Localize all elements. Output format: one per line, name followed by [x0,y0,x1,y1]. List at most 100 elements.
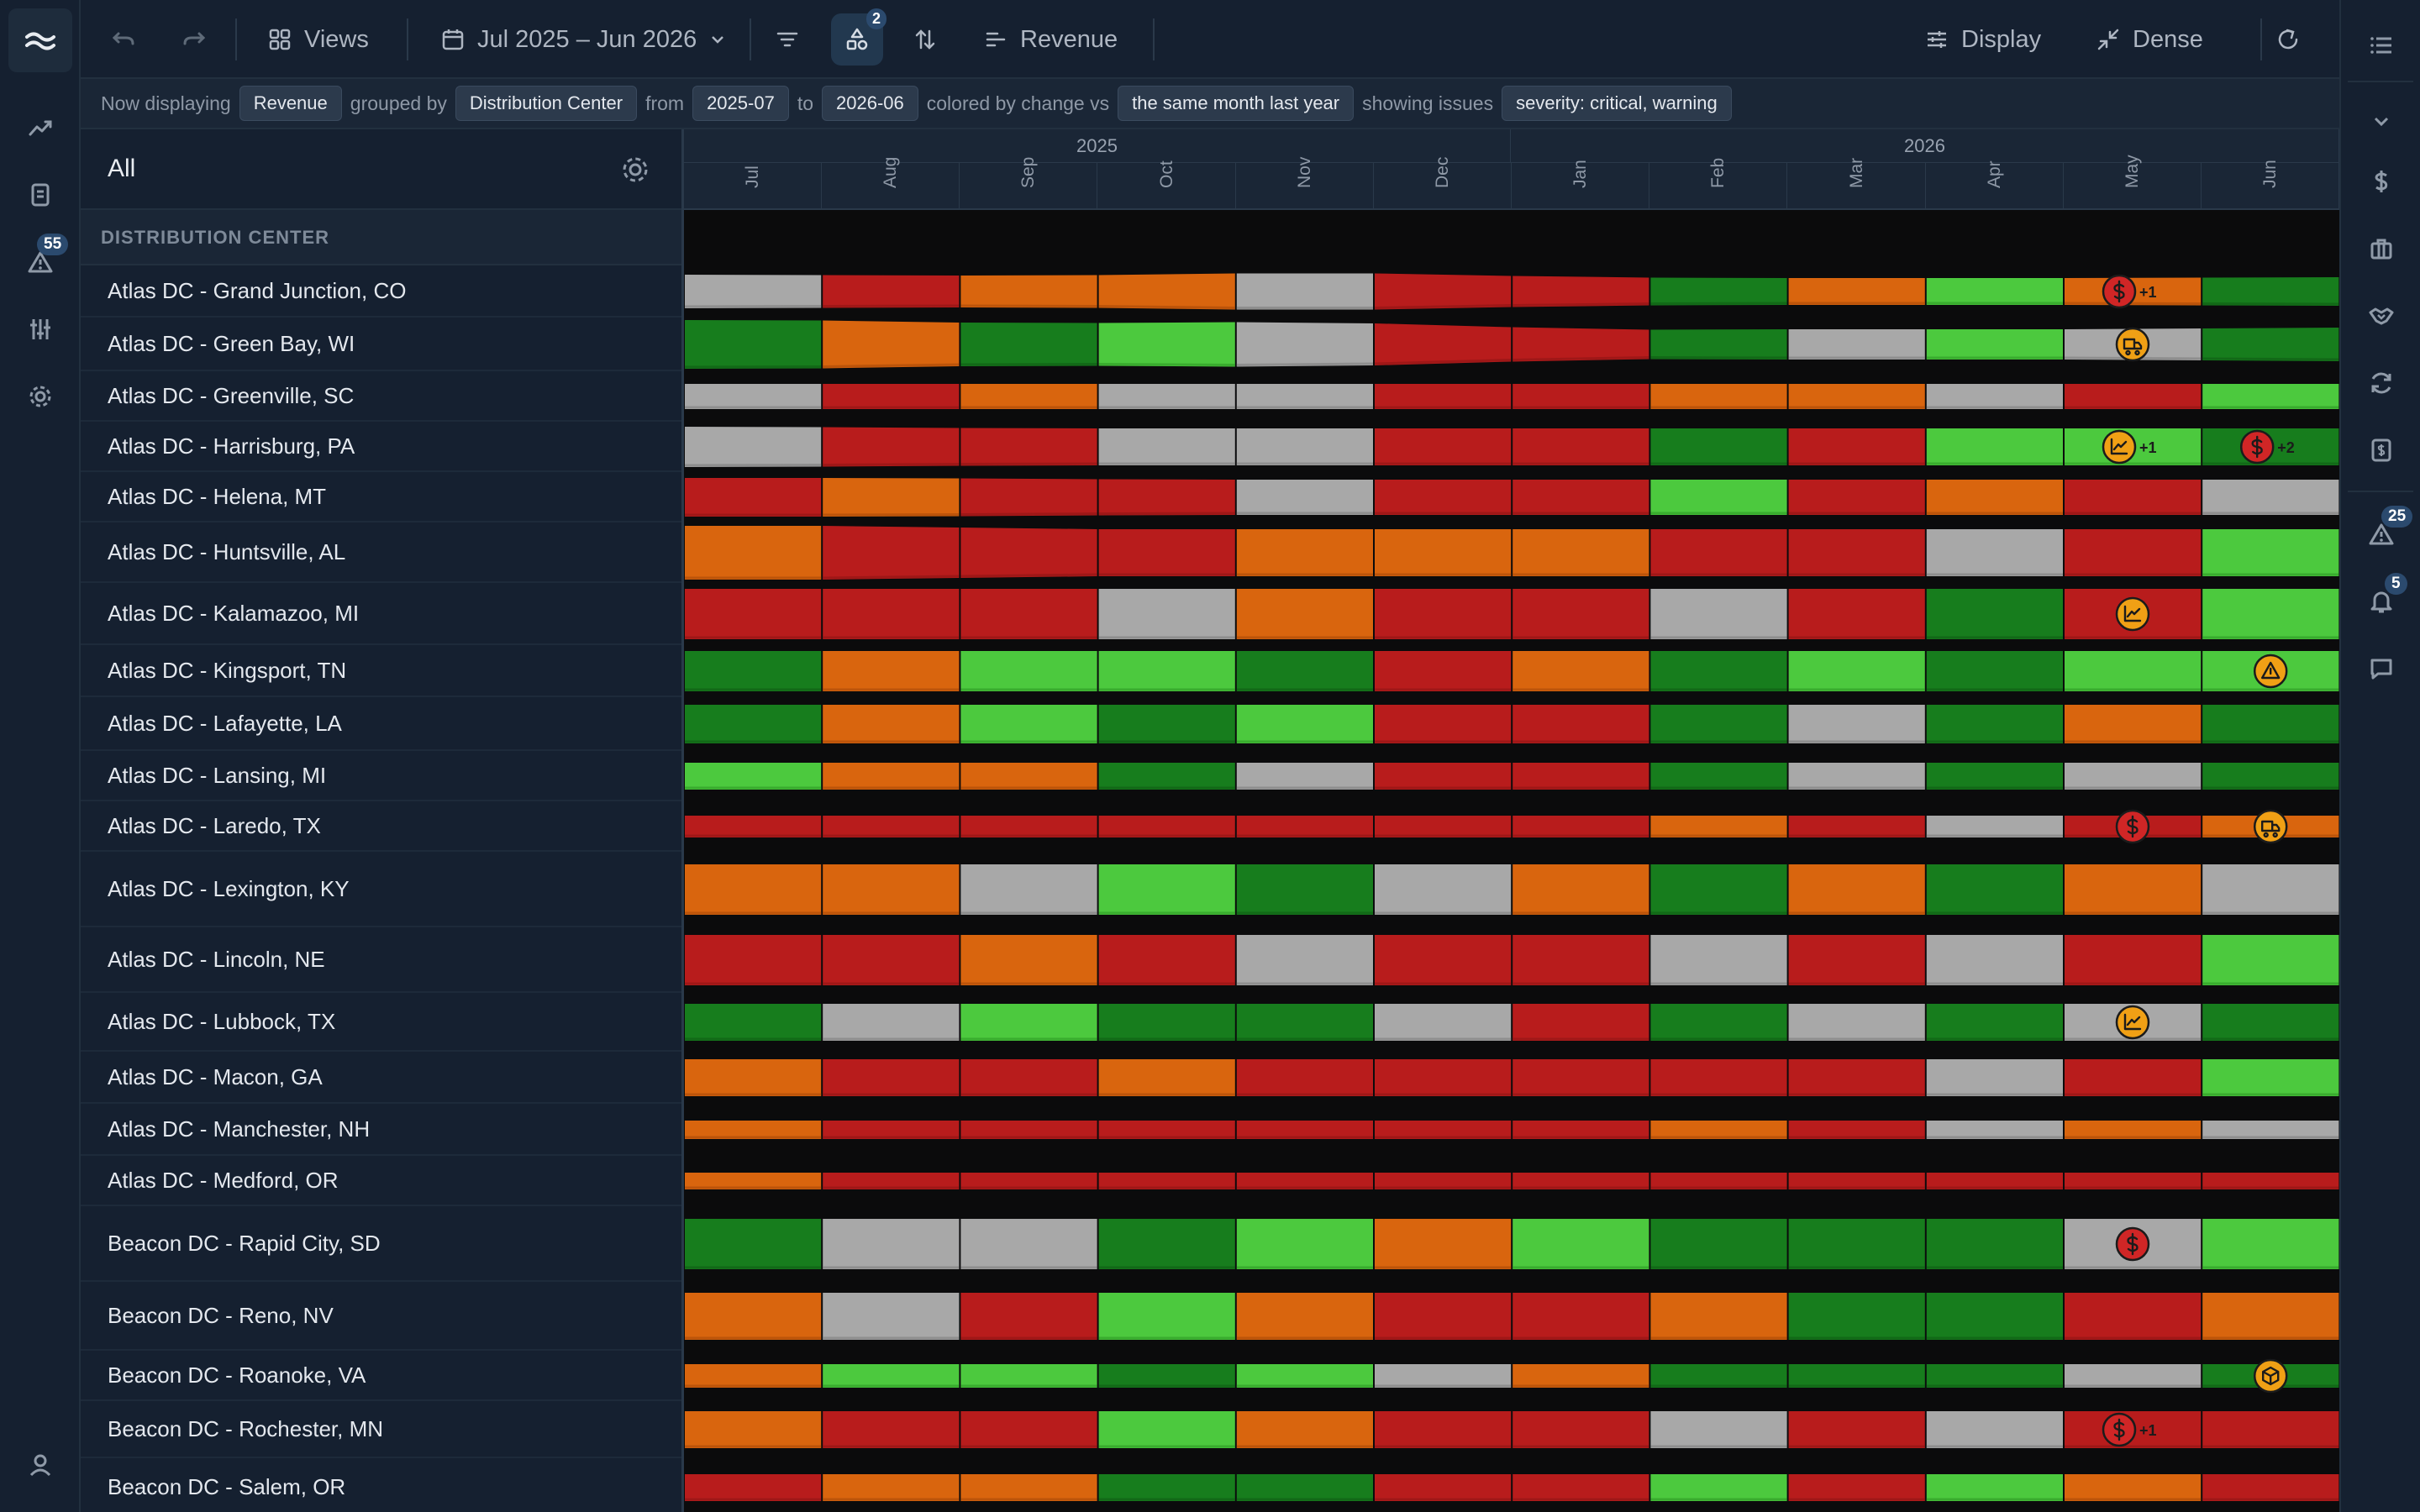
band-segment[interactable] [1512,327,1649,362]
band-segment[interactable] [1098,1173,1235,1189]
band-segment[interactable] [960,1173,1097,1189]
band-segment[interactable] [1236,1059,1373,1096]
band-segment[interactable] [1375,1121,1512,1139]
band-segment[interactable] [685,1219,822,1269]
document-icon[interactable] [15,170,66,220]
band-segment[interactable] [823,589,960,639]
band-segment[interactable] [1788,1411,1925,1448]
band-segment[interactable] [2202,1474,2339,1501]
band-segment[interactable] [1788,428,1925,465]
filter-button[interactable] [775,0,800,79]
band-segment[interactable] [1375,935,1512,985]
band-segment[interactable] [1926,278,2063,305]
band-segment[interactable] [685,1004,822,1041]
band-segment[interactable] [1788,384,1925,409]
band-segment[interactable] [823,1293,960,1340]
band-segment[interactable] [1375,1474,1512,1501]
row-label[interactable]: Atlas DC - Kingsport, TN [81,645,681,697]
band-segment[interactable] [1512,529,1649,576]
row-label[interactable]: Beacon DC - Salem, OR [81,1458,681,1512]
band-segment[interactable] [1375,1411,1512,1448]
band-segment[interactable] [1098,479,1235,516]
band-segment[interactable] [1926,529,2063,576]
comparison-chip[interactable]: the same month last year [1118,86,1355,121]
band-segment[interactable] [1788,1173,1925,1189]
band-segment[interactable] [1236,480,1373,515]
band-segment[interactable] [685,478,822,517]
band-segment[interactable] [960,478,1097,517]
band-segment[interactable] [1926,384,2063,409]
band-segment[interactable] [1926,428,2063,465]
views-button[interactable]: Views [267,0,369,79]
issue-marker[interactable] [2115,327,2150,362]
band-segment[interactable] [1926,763,2063,790]
band-segment[interactable] [1926,589,2063,639]
band-segment[interactable] [1375,384,1512,409]
band-segment[interactable] [1788,1293,1925,1340]
band-segment[interactable] [1375,529,1512,576]
band-segment[interactable] [1512,480,1649,515]
briefcase-icon[interactable] [2356,223,2407,274]
band-segment[interactable] [823,935,960,985]
band-segment[interactable] [823,427,960,467]
band-segment[interactable] [823,763,960,790]
band-segment[interactable] [1375,1364,1512,1388]
band-segment[interactable] [2202,589,2339,639]
band-segment[interactable] [2065,705,2202,743]
band-segment[interactable] [1926,1411,2063,1448]
band-segment[interactable] [823,1004,960,1041]
band-segment[interactable] [960,935,1097,985]
band-segment[interactable] [1512,1059,1649,1096]
band-segment[interactable] [1098,705,1235,743]
band-segment[interactable] [823,275,960,308]
band-segment[interactable] [1375,1219,1512,1269]
band-segment[interactable] [1375,763,1512,790]
refresh-button[interactable] [2275,0,2301,79]
band-segment[interactable] [1512,1004,1649,1041]
band-segment[interactable] [2065,529,2202,576]
band-segment[interactable] [1650,705,1787,743]
row-label[interactable]: Atlas DC - Greenville, SC [81,371,681,422]
band-segment[interactable] [1375,651,1512,691]
band-segment[interactable] [1926,1219,2063,1269]
row-label[interactable]: Atlas DC - Laredo, TX [81,801,681,852]
band-segment[interactable] [1926,1293,2063,1340]
band-segment[interactable] [2065,935,2202,985]
band-segment[interactable] [1236,273,1373,310]
band-segment[interactable] [1098,1474,1235,1501]
band-segment[interactable] [960,763,1097,790]
band-segment[interactable] [960,1474,1097,1501]
band-segment[interactable] [685,1173,822,1189]
chevron-down-icon[interactable] [2356,96,2407,146]
chat-icon[interactable] [2356,643,2407,694]
band-segment[interactable] [1236,1004,1373,1041]
band-segment[interactable] [1236,384,1373,409]
band-segment[interactable] [960,528,1097,578]
band-segment[interactable] [1788,763,1925,790]
band-segment[interactable] [960,705,1097,743]
band-segment[interactable] [685,427,822,467]
metric-selector[interactable]: Revenue [983,0,1118,79]
band-segment[interactable] [1236,1219,1373,1269]
band-segment[interactable] [685,384,822,409]
row-label[interactable]: Atlas DC - Grand Junction, CO [81,265,681,318]
band-segment[interactable] [1650,384,1787,409]
band-segment[interactable] [960,275,1097,308]
band-segment[interactable] [2065,1474,2202,1501]
band-segment[interactable] [823,526,960,580]
band-segment[interactable] [1650,651,1787,691]
sync-icon[interactable] [2356,358,2407,408]
to-date-chip[interactable]: 2026-06 [822,86,918,121]
row-label[interactable]: Beacon DC - Reno, NV [81,1282,681,1351]
band-segment[interactable] [1236,1411,1373,1448]
band-segment[interactable] [1650,1293,1787,1340]
band-segment[interactable] [1788,329,1925,360]
band-segment[interactable] [1098,322,1235,367]
band-segment[interactable] [1512,1411,1649,1448]
band-segment[interactable] [823,1173,960,1189]
band-segment[interactable] [1512,1474,1649,1501]
band-segment[interactable] [685,705,822,743]
band-segment[interactable] [1375,816,1512,837]
band-segment[interactable] [960,428,1097,466]
band-segment[interactable] [685,1121,822,1139]
